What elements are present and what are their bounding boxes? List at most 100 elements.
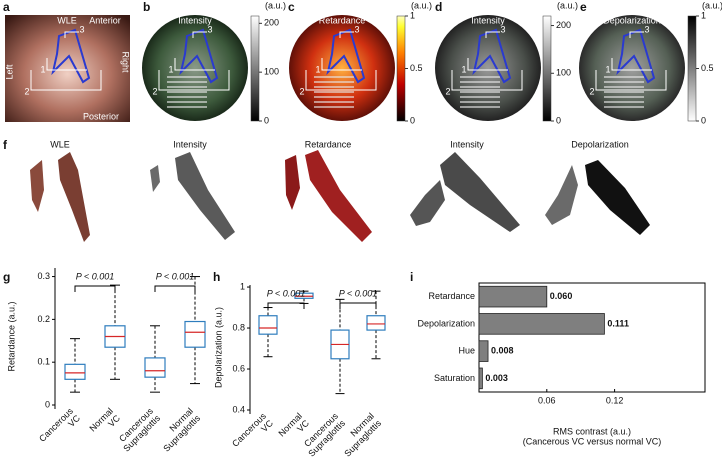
p-value: P < 0.001 xyxy=(339,288,377,298)
region-marker: 1 xyxy=(315,64,320,74)
ring-texture xyxy=(314,91,354,93)
rendering-title: Intensity xyxy=(173,139,207,149)
box xyxy=(144,357,166,378)
rendering-title: Intensity xyxy=(450,139,484,149)
region-marker: 3 xyxy=(644,24,649,34)
tumor-outline xyxy=(179,28,219,84)
p-value: P < 0.001 xyxy=(156,271,194,281)
colorbar-unit: (a.u.) xyxy=(265,0,286,10)
x-tick-label: NormalSupraglottis xyxy=(155,406,203,454)
x-tick-label: CancerousVC xyxy=(37,406,82,451)
orientation-label: Posterior xyxy=(83,111,119,121)
render-shape xyxy=(150,165,160,192)
panel-letter: g xyxy=(3,270,10,284)
y-tick-label: 0.1 xyxy=(37,357,50,367)
colorbar xyxy=(542,15,552,122)
render-shape xyxy=(410,180,445,226)
significance-bracket xyxy=(154,285,196,292)
value-label: 0.003 xyxy=(485,373,508,383)
ring-texture xyxy=(314,86,354,88)
colorbar-unit: (a.u.) xyxy=(411,0,432,10)
ring-texture xyxy=(314,96,354,98)
ring-texture xyxy=(167,91,207,93)
ring-texture xyxy=(314,76,354,78)
render-shape xyxy=(305,150,372,242)
bracket xyxy=(30,31,102,91)
significance-bracket xyxy=(74,285,116,292)
significance-bracket xyxy=(267,302,305,309)
colorbar-tick-label: 0.5 xyxy=(701,63,714,73)
ring-texture xyxy=(314,106,354,108)
y-tick-label: Hue xyxy=(458,346,475,356)
image-title: Retardance xyxy=(319,15,366,25)
x-axis-label: RMS contrast (a.u.) xyxy=(553,426,631,436)
ring-texture xyxy=(604,101,644,103)
panel-letter: b xyxy=(143,0,150,14)
colorbar-tick-label: 100 xyxy=(264,67,279,77)
box xyxy=(184,320,206,348)
plot-frame xyxy=(478,282,706,393)
x-tick-label: NormalSupraglottis xyxy=(336,411,384,459)
panel-letter: c xyxy=(288,0,295,14)
y-tick-label: Depolarization xyxy=(417,318,475,328)
ring-texture xyxy=(460,101,500,103)
colorbar-tick-label: 200 xyxy=(556,20,571,30)
ring-texture xyxy=(604,96,644,98)
y-tick-label: Saturation xyxy=(434,373,475,383)
render-shape xyxy=(30,160,44,212)
box xyxy=(366,315,386,331)
ring-texture xyxy=(167,81,207,83)
endoscope-image xyxy=(5,15,130,122)
colorbar-unit: (a.u.) xyxy=(702,0,722,10)
ring-texture xyxy=(460,96,500,98)
tumor-outline xyxy=(616,28,656,84)
ring-texture xyxy=(460,76,500,78)
ring-texture xyxy=(460,81,500,83)
render-shape xyxy=(440,152,520,232)
colorbar-tick-label: 200 xyxy=(264,18,279,28)
colorbar xyxy=(687,15,697,122)
x-tick-label: 0.12 xyxy=(606,395,624,405)
y-tick-label: 0.2 xyxy=(37,314,50,324)
x-axis-label: (Cancerous VC versus normal VC) xyxy=(523,436,662,446)
render-shape xyxy=(175,152,235,240)
bar xyxy=(478,367,483,390)
value-label: 0.008 xyxy=(491,346,514,356)
y-tick-label: 0.8 xyxy=(232,322,245,332)
colorbar-tick-label: 100 xyxy=(556,68,571,78)
value-label: 0.111 xyxy=(607,318,629,328)
colorbar-tick-label: 0 xyxy=(410,115,415,125)
image-title: Depolarization xyxy=(603,15,661,25)
region-marker: 2 xyxy=(299,86,304,96)
renderings xyxy=(30,150,650,242)
ring-texture xyxy=(460,86,500,88)
tumor-outline xyxy=(326,28,366,84)
rendering-title: Depolarization xyxy=(571,139,629,149)
value-label: 0.060 xyxy=(550,291,573,301)
ring-texture xyxy=(167,86,207,88)
panel-letter: h xyxy=(213,270,220,284)
ring-texture xyxy=(167,76,207,78)
polarimetric-image xyxy=(289,15,395,121)
p-value: P < 0.001 xyxy=(267,288,305,298)
ring-texture xyxy=(167,96,207,98)
y-axis-label: Depolarization (a.u.) xyxy=(213,307,223,388)
render-shape xyxy=(285,155,300,210)
bracket xyxy=(158,31,230,91)
polarimetric-image xyxy=(579,15,685,121)
region-marker: 1 xyxy=(40,64,45,74)
region-marker: 3 xyxy=(354,24,359,34)
image-title: Intensity xyxy=(178,15,212,25)
colorbar-unit: (a.u.) xyxy=(557,0,578,10)
region-marker: 2 xyxy=(24,86,29,96)
region-marker: 1 xyxy=(168,64,173,74)
region-marker: 2 xyxy=(589,86,594,96)
polarimetric-image xyxy=(142,15,248,121)
region-marker: 1 xyxy=(461,64,466,74)
colorbar-tick-label: 1 xyxy=(410,10,415,20)
colorbar xyxy=(396,15,406,122)
colorbar-tick-label: 1 xyxy=(701,10,706,20)
colorbar xyxy=(250,15,260,122)
y-tick-label: 0.6 xyxy=(232,363,245,373)
